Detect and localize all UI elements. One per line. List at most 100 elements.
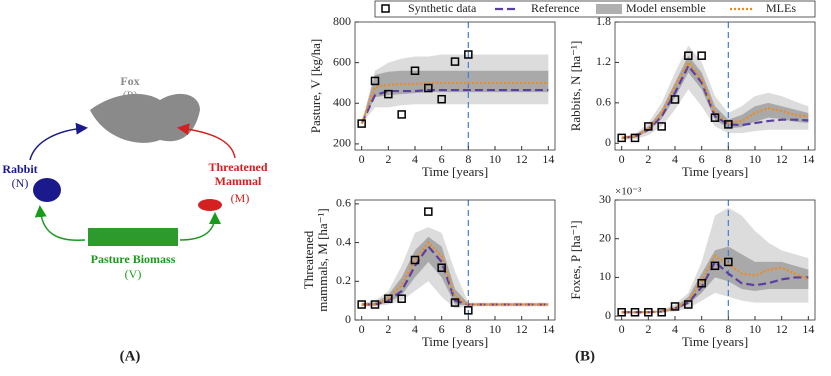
synthetic-point [357,300,366,309]
mle-curve [360,81,549,124]
synthetic-point [724,257,733,267]
y-scale-label: ×10⁻³ [615,186,642,198]
x-tick-label: 6 [439,322,445,336]
synthetic-point [410,66,420,76]
mle-curve [621,254,809,314]
y-axis-label: Rabbits, N [ha⁻¹] [568,41,583,132]
y-tick-label: 10 [599,269,611,283]
x-axis-label: Time [years] [422,164,488,179]
legend-label: Model ensemble [626,1,706,15]
synthetic-point [630,133,640,143]
x-tick-label: 14 [802,322,814,336]
x-tick-label: 12 [776,322,788,336]
synthetic-point [724,120,733,129]
synthetic-point [657,308,666,317]
y-tick-label: 0.2 [336,273,351,287]
reference-curve [361,244,549,306]
node-label: Rabbit [2,162,37,176]
x-tick-label: 12 [516,322,528,336]
x-tick-label: 2 [385,152,391,166]
synthetic-point [464,306,473,315]
x-tick-label: 8 [725,322,731,336]
y-tick-label: 20 [599,230,611,244]
x-tick-label: 0 [619,152,625,166]
synthetic-point [670,95,680,104]
synthetic-point [670,302,680,311]
mle-curve [621,60,809,139]
synthetic-point [450,57,460,66]
synthetic-point [357,119,366,128]
x-axis-label: Time [years] [682,164,748,179]
synthetic-point [697,278,706,288]
ensemble-band [361,227,549,309]
x-tick-label: 0 [359,152,365,166]
synthetic-point [617,308,626,317]
legend-label: Synthetic data [408,1,477,15]
ensemble-band [621,246,809,313]
synthetic-point [464,50,473,59]
y-axis-label: Foxes, P [ha⁻¹] [568,220,583,299]
synthetic-point [397,294,406,303]
synthetic-point [397,110,406,119]
x-tick-label: 10 [749,322,761,336]
x-tick-label: 6 [439,152,445,166]
ensemble-band [361,236,549,306]
plot-frame [614,199,816,321]
x-tick-label: 2 [645,152,651,166]
arrow [29,122,88,161]
x-tick-label: 10 [489,152,501,166]
x-tick-label: 10 [749,152,761,166]
panel-label: (B) [575,348,595,364]
legend-box [374,0,816,18]
legend-swatch [381,4,390,13]
x-tick-label: 4 [672,152,678,166]
rabbit-icon [33,178,61,202]
food-web-diagram: Fox (P) Rabbit (N) Threatened Mammal (M)… [2,74,268,365]
node-label: Threatened [208,160,267,174]
y-tick-label: 0 [605,135,611,149]
synthetic-point [710,113,720,122]
synthetic-point [437,94,446,104]
y-axis-label: Threatened [301,230,316,289]
node-label: Pasture Biomass [91,252,176,266]
y-tick-label: 600 [333,54,351,68]
synthetic-point [424,83,433,93]
panel-label: (A) [120,348,141,364]
synthetic-point [370,76,380,86]
y-tick-label: 0.6 [336,196,351,210]
node-symbol: (V) [125,267,142,281]
x-tick-label: 10 [489,322,501,336]
synthetic-point [384,294,393,303]
y-tick-label: 0 [605,308,611,322]
x-tick-label: 2 [645,322,651,336]
legend-swatch [596,4,622,14]
synthetic-point [424,207,433,216]
y-tick-label: 30 [599,192,611,206]
synthetic-point [657,122,666,131]
node-symbol: (N) [12,176,29,190]
node-symbol: (P) [123,88,138,102]
x-tick-label: 14 [542,322,554,336]
synthetic-point [384,89,393,99]
x-tick-label: 8 [465,152,471,166]
node-symbol: (M) [231,191,250,205]
y-tick-label: 0.6 [596,95,611,109]
synthetic-point [644,308,653,317]
y-tick-label: 0 [345,312,351,326]
synthetic-point [644,122,653,131]
x-axis-label: Time [years] [682,334,748,349]
y-tick-label: 200 [333,136,351,150]
arrow [34,205,86,241]
x-tick-label: 6 [699,322,705,336]
reference-curve [360,88,549,125]
x-tick-label: 4 [412,322,418,336]
synthetic-point [370,300,380,309]
synthetic-point [684,51,693,60]
plot-frame [614,21,816,151]
x-tick-label: 0 [359,322,365,336]
x-tick-label: 0 [619,322,625,336]
synthetic-point [437,263,446,272]
synthetic-point [630,308,640,317]
arrow [177,123,236,159]
fox-icon [90,93,200,143]
